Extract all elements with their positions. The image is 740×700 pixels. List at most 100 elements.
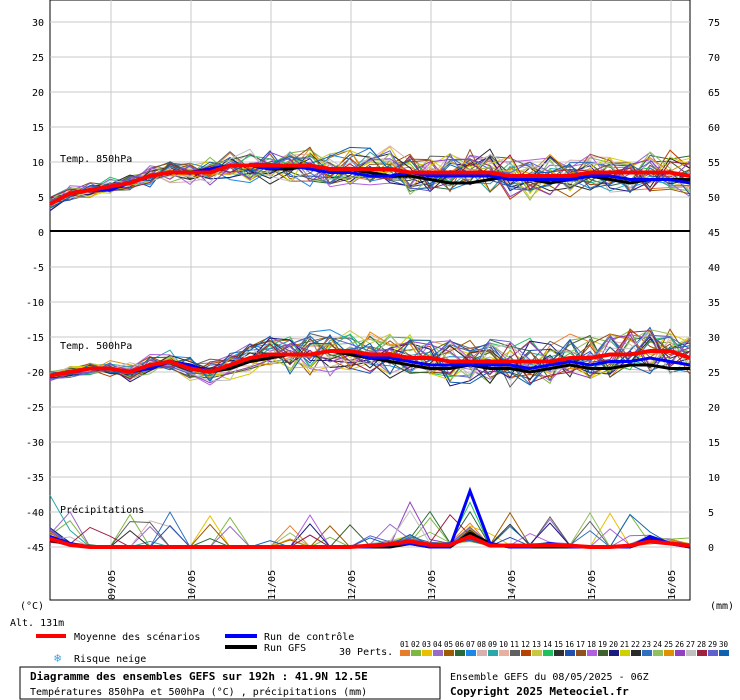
pert-legend-label: 28 [697,640,707,649]
copyright: Copyright 2025 Meteociel.fr [450,685,629,698]
tick-label-left: -20 [26,368,44,379]
pert-legend-swatch [631,650,641,656]
main-lines [49,163,691,549]
pert-legend-label: 24 [653,640,663,649]
pert-legend-swatch [719,650,729,656]
pert-legend-swatch [554,650,564,656]
pert-legend-label: 15 [554,640,563,649]
tick-label-right: 45 [708,228,720,239]
tick-label-left: 20 [32,88,44,99]
date-label: 15/05 [587,570,598,600]
tick-label-right: 20 [708,403,720,414]
pert-legend-swatch [499,650,509,656]
pert-legend-swatch [422,650,432,656]
pert-legend-swatch [444,650,454,656]
pert-legend-swatch [598,650,608,656]
legend-snow-label: Risque neige [74,654,146,665]
plot-frame [49,0,691,601]
pert-legend-swatch [521,650,531,656]
pert-legend-swatch [466,650,476,656]
tick-label-left: -45 [26,543,44,554]
pert-legend-swatch [653,650,663,656]
pert-legend-swatch [697,650,707,656]
pert-legend-swatch [400,650,410,656]
legend-control-label: Run de contrôle [264,631,354,643]
tick-label-right: 50 [708,193,720,204]
tick-label-right: 10 [708,473,720,484]
pert-legend-swatch [642,650,652,656]
pert-legend-label: 22 [631,640,640,649]
date-label: 14/05 [507,570,518,600]
tick-label-right: 5 [708,508,714,519]
tick-label-right: 15 [708,438,720,449]
pert-legend-label: 30 [719,640,729,649]
snowflake-icon: ❄ [54,651,61,665]
pert-legend-swatch [708,650,718,656]
legend-mean-label: Moyenne des scénarios [74,631,200,643]
pert-legend-swatch [675,650,685,656]
tick-label-left: 15 [32,123,44,134]
date-label: 16/05 [667,570,678,600]
tick-label-left: 25 [32,53,44,64]
pert-t850-line [49,149,691,206]
pert-legend-label: 19 [598,640,607,649]
control-t500-line [49,349,691,377]
pert-legend-swatch [576,650,586,656]
pert-legend-label: 29 [708,640,717,649]
pert-legend-label: 05 [444,640,453,649]
pert-legend-label: 10 [499,640,509,649]
pert-legend-swatch [686,650,696,656]
pert-legend-swatch [565,650,575,656]
pert-legend-swatch [488,650,498,656]
pert-legend-label: 02 [411,640,420,649]
pert-t850-line [49,154,690,209]
pert-legend-label: 07 [466,640,475,649]
pert-legend-swatch [477,650,487,656]
perturbation-legend: 01 02 03 04 05 06 07 08 09 10 11 12 13 14 15 16 17 18 19 20… [400,640,729,656]
unit-right: (mm) [710,601,734,612]
chart-subtitle: Températures 850hPa et 500hPa (°C) , pré… [30,686,367,698]
pert-legend-swatch [543,650,553,656]
tick-label-right: 75 [708,18,720,29]
pert-legend-swatch [411,650,421,656]
t500-label: Temp. 500hPa [60,341,132,352]
pert-legend-label: 01 [400,640,409,649]
title-box [19,666,441,700]
legend-gfs-label: Run GFS [264,643,306,654]
pert-legend-label: 25 [664,640,673,649]
tick-label-left: -35 [26,473,44,484]
run-info: Ensemble GEFS du 08/05/2025 - 06Z [450,672,649,683]
tick-label-right: 70 [708,53,720,64]
pert-legend-label: 17 [576,640,585,649]
pert-legend-label: 04 [433,640,443,649]
tick-label-left: -15 [26,333,44,344]
pert-legend-swatch [587,650,597,656]
date-label: 10/05 [187,570,198,600]
pert-legend-label: 09 [488,640,497,649]
pert-legend-label: 06 [455,640,465,649]
pert-legend-label: 14 [543,640,553,649]
tick-label-left: 10 [32,158,44,169]
pert-legend-label: 20 [609,640,619,649]
pert-legend-swatch [510,650,520,656]
mean-t500-line [49,349,691,378]
pert-legend-label: 26 [675,640,685,649]
tick-label-right: 60 [708,123,720,134]
date-label: 11/05 [267,570,278,600]
tick-label-left: 5 [38,193,44,204]
tick-label-right: 55 [708,158,720,169]
pert-legend-label: 03 [422,640,431,649]
pert-legend-swatch [609,650,619,656]
tick-label-right: 25 [708,368,720,379]
precip-label: Précipitations [60,504,144,516]
altitude-label: Alt. 131m [10,618,64,629]
t850-label: Temp. 850hPa [60,154,132,165]
pert-legend-swatch [455,650,465,656]
tick-label-right: 65 [708,88,720,99]
pert-legend-swatch [433,650,443,656]
pert-t850-line [49,146,691,206]
pert-legend-label: 11 [510,640,519,649]
date-label: 12/05 [347,570,358,600]
pert-legend-label: 23 [642,640,651,649]
